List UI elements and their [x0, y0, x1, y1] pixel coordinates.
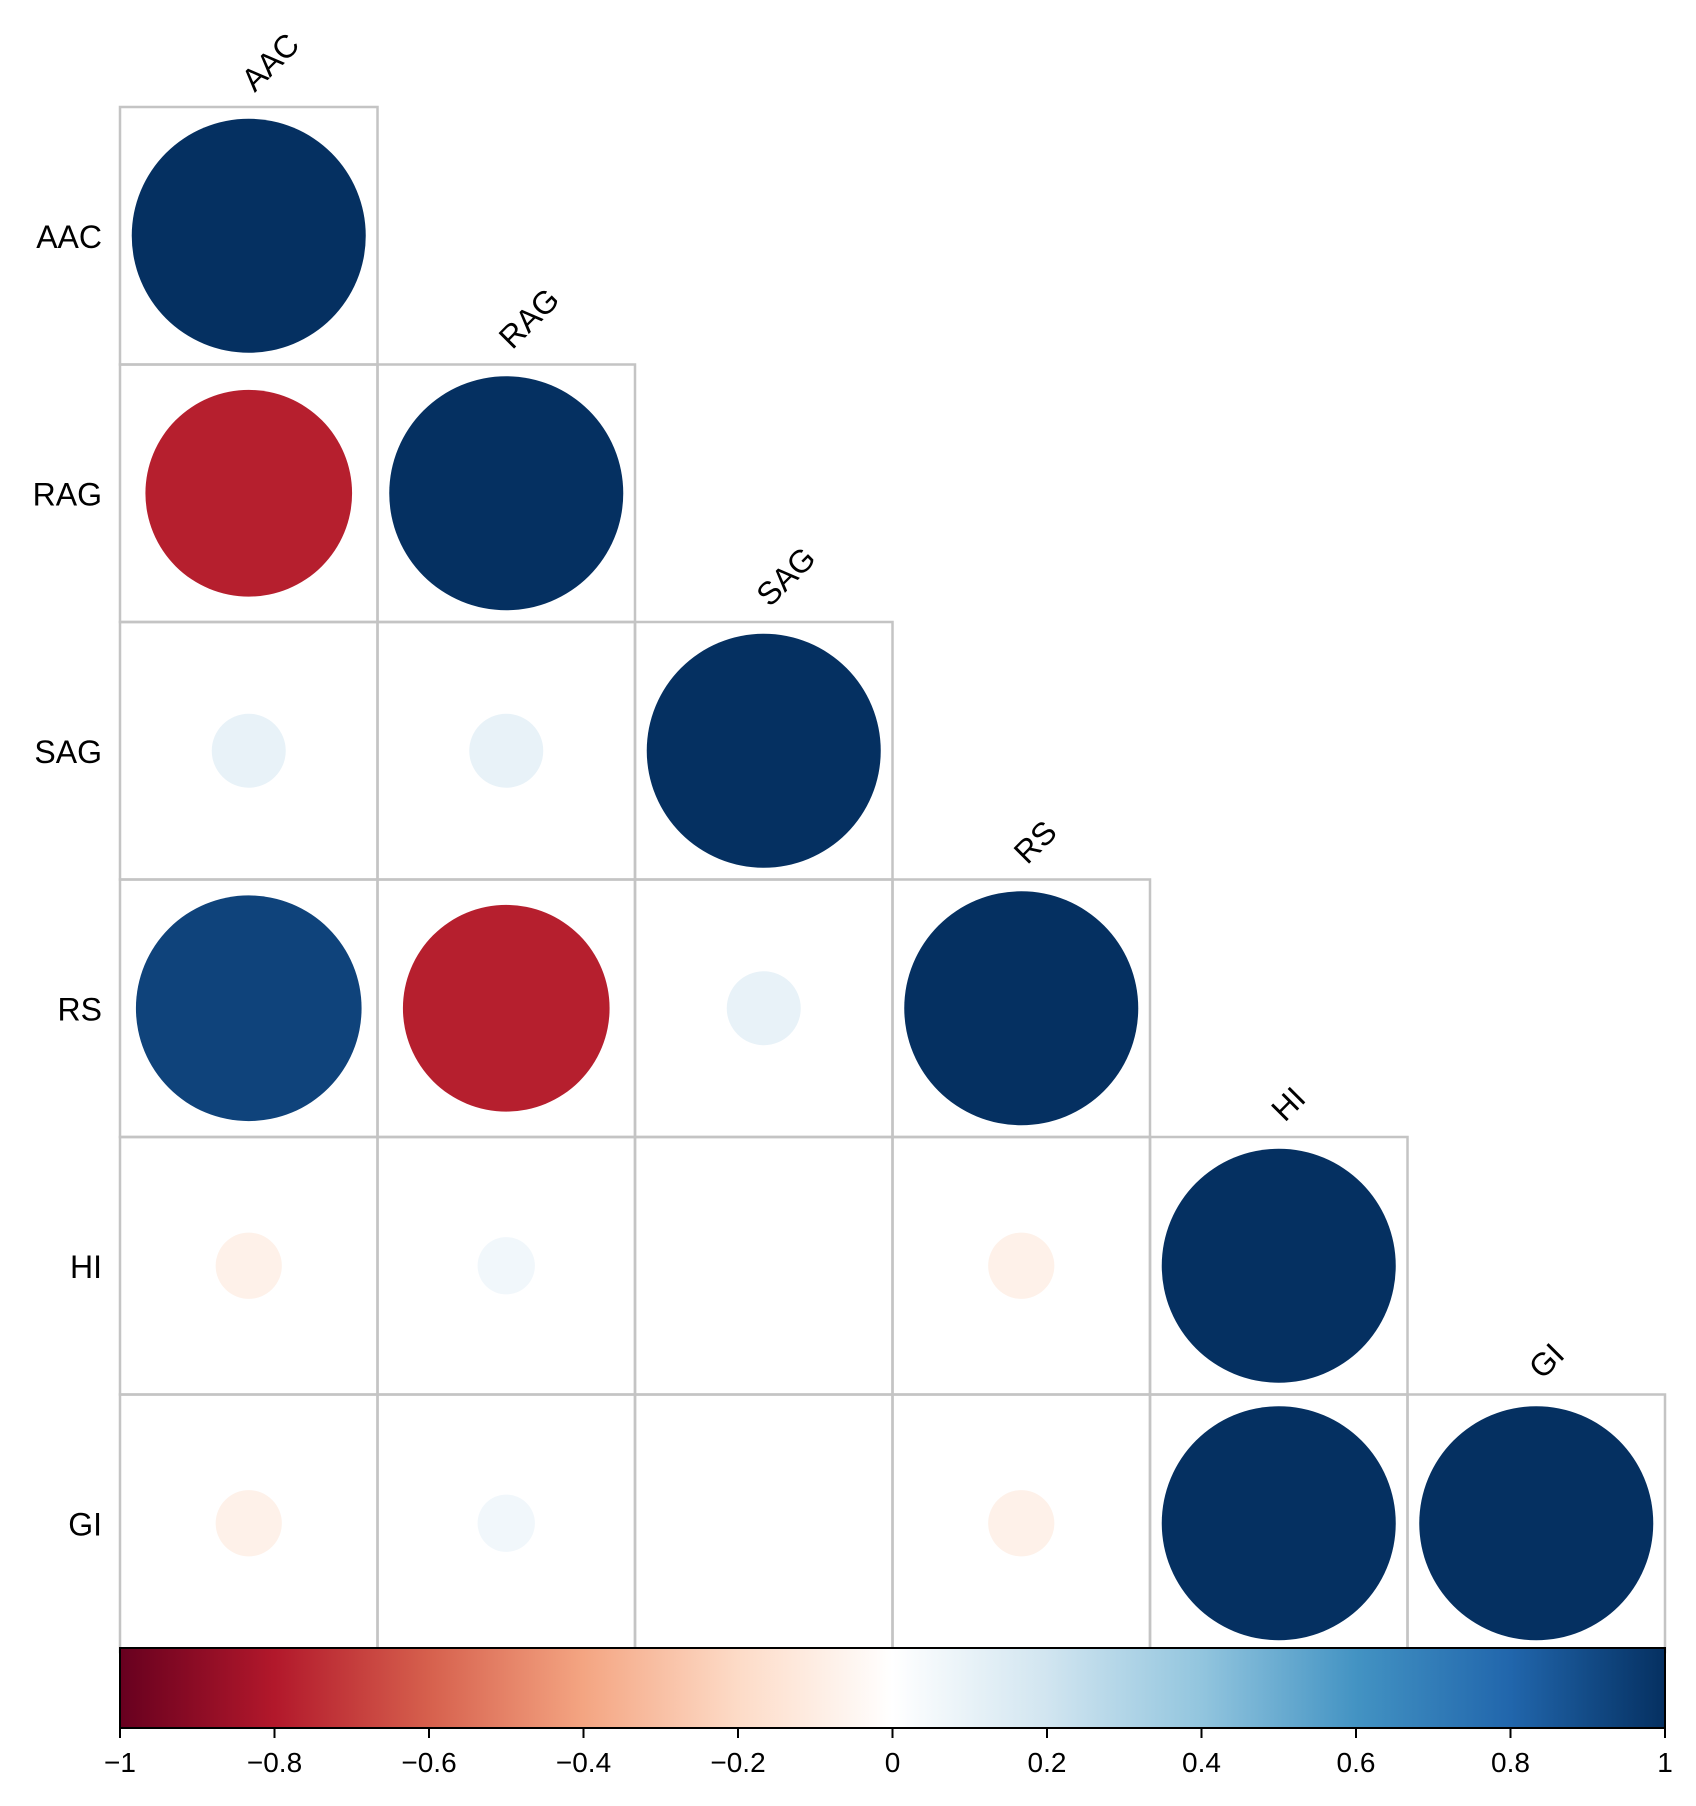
colorbar-tick-label: −0.8: [247, 1747, 302, 1778]
colorbar-gradient: [120, 1648, 1665, 1728]
corr-circle-gi-rag: [477, 1494, 535, 1552]
corr-circle-sag-sag: [646, 633, 881, 868]
col-label-sag: SAG: [749, 540, 822, 613]
row-label-gi: GI: [68, 1506, 102, 1542]
colorbar-tick-label: −0.4: [556, 1747, 611, 1778]
circle-layer: [131, 118, 1654, 1641]
grid-cell-gi-sag: [633, 1393, 894, 1654]
col-label-gi: GI: [1522, 1336, 1571, 1385]
corr-circle-gi-gi: [1419, 1406, 1654, 1641]
col-label-aac: AAC: [234, 26, 306, 98]
grid-layer: [118, 105, 1667, 1654]
colorbar-tick-label: 0.6: [1337, 1747, 1376, 1778]
col-label-rs: RS: [1007, 814, 1064, 871]
col-label-rag: RAG: [492, 281, 566, 355]
corr-circle-aac-aac: [131, 118, 366, 353]
colorbar-tick-label: −1: [104, 1747, 136, 1778]
corr-circle-rag-aac: [145, 389, 353, 597]
colorbar-tick-label: −0.2: [710, 1747, 765, 1778]
corr-circle-gi-rs: [988, 1490, 1055, 1557]
corr-circle-gi-aac: [215, 1490, 282, 1557]
colorbar-tick-label: 0.2: [1028, 1747, 1067, 1778]
corr-circle-rag-rag: [389, 376, 624, 611]
colorbar: −1 −0.8 −0.6 −0.4 −0.2 0 0.2 0.4 0.6 0.8 1: [104, 1647, 1673, 1778]
corr-circle-rs-rs: [904, 891, 1139, 1126]
colorbar-tick-label: 0.4: [1182, 1747, 1221, 1778]
corr-circle-gi-hi: [1161, 1406, 1396, 1641]
corr-circle-hi-hi: [1161, 1148, 1396, 1383]
colorbar-tick-label: 0: [885, 1747, 901, 1778]
row-label-rs: RS: [58, 991, 102, 1027]
colorbar-tick-label: 0.8: [1491, 1747, 1530, 1778]
col-label-hi: HI: [1264, 1080, 1312, 1128]
corr-circle-rs-rag: [402, 904, 610, 1112]
corr-circle-hi-rag: [477, 1237, 535, 1295]
row-label-sag: SAG: [34, 734, 102, 770]
corr-circle-hi-rs: [988, 1232, 1055, 1299]
grid-cell-hi-sag: [633, 1135, 894, 1396]
row-label-rag: RAG: [33, 476, 102, 512]
colorbar-tick-label: −0.6: [401, 1747, 456, 1778]
colorbar-tick-label: 1: [1657, 1747, 1673, 1778]
row-label-aac: AAC: [36, 219, 102, 255]
corr-circle-rs-aac: [135, 895, 362, 1122]
row-label-hi: HI: [70, 1249, 102, 1285]
corr-circle-sag-aac: [211, 713, 286, 788]
corr-circle-hi-aac: [215, 1232, 282, 1299]
corr-circle-sag-rag: [469, 713, 544, 788]
corr-circle-rs-sag: [726, 971, 801, 1046]
